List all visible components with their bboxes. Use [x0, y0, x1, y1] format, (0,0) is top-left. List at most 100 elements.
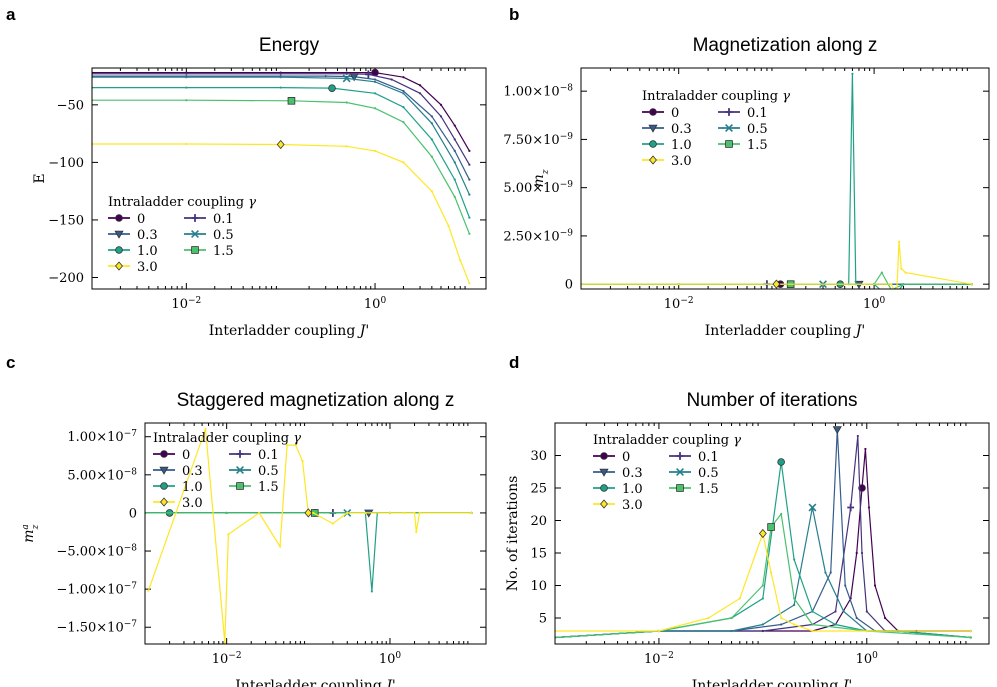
data-point — [900, 267, 903, 270]
legend-title: Intraladder coupling γ — [108, 195, 256, 210]
legend-label: 0 — [137, 212, 145, 227]
series-group — [581, 72, 973, 301]
y-tick-label: 5.00×10−8 — [67, 467, 137, 483]
data-point — [890, 299, 892, 301]
legend-item-gamma-1.5: 1.5 — [184, 244, 234, 259]
data-point — [312, 511, 315, 515]
legend-item-gamma-1.5: 1.5 — [718, 138, 768, 153]
data-point — [780, 616, 783, 620]
legend-label: 0.5 — [213, 228, 234, 243]
legend-item-gamma-1.0: 1.0 — [108, 244, 158, 259]
data-point — [402, 92, 405, 95]
legend-label: 0.3 — [137, 228, 158, 243]
legend-label: 0.3 — [622, 466, 643, 481]
data-point — [969, 629, 972, 633]
data-point — [780, 512, 783, 516]
legend-label: 0.3 — [671, 122, 692, 137]
series-marker-gamma-1.5 — [287, 97, 296, 105]
x-axis-label: Interladder coupling J' — [692, 678, 852, 687]
data-point — [373, 92, 377, 95]
data-point — [890, 283, 893, 286]
legend-label: 1.5 — [747, 138, 768, 153]
data-point — [453, 178, 456, 181]
legend-label: 3.0 — [671, 154, 692, 169]
y-axis-label: mza — [21, 524, 41, 542]
data-point — [402, 89, 405, 93]
series-marker-gamma-0.1 — [847, 503, 855, 512]
series-marker-gamma-0.5 — [808, 503, 817, 512]
legend-item-gamma-1.0: 1.0 — [593, 482, 643, 497]
data-point — [834, 610, 837, 613]
data-point — [402, 106, 405, 109]
legend-label: 0 — [622, 450, 630, 465]
legend-item-gamma-0.3: 0.3 — [108, 228, 158, 243]
data-point — [258, 511, 261, 515]
legend-label: 0.5 — [747, 122, 768, 137]
legend-label: 0.5 — [258, 464, 279, 479]
legend-marker — [160, 497, 168, 507]
data-point — [453, 138, 456, 141]
legend-item-gamma-1.5: 1.5 — [669, 482, 719, 497]
data-point — [829, 571, 832, 574]
series-marker-gamma-0.5 — [342, 74, 351, 83]
series-line-gamma-3.0 — [147, 428, 472, 643]
data-point — [373, 78, 377, 81]
legend-marker — [115, 261, 123, 271]
data-point — [453, 149, 456, 152]
series-marker-gamma-3.0 — [304, 508, 313, 518]
y-tick-label: 30 — [530, 449, 547, 464]
data-point — [453, 124, 456, 127]
data-point — [707, 616, 710, 620]
legend-item-gamma-1.5: 1.5 — [229, 480, 279, 495]
data-point — [402, 161, 405, 164]
data-point — [373, 107, 377, 110]
data-point — [780, 623, 783, 626]
data-point — [470, 511, 473, 515]
legend-item-gamma-0.5: 0.5 — [669, 466, 719, 481]
panel-letter: d — [509, 353, 519, 372]
series-marker-gamma-1.0 — [328, 84, 336, 92]
data-point — [969, 636, 972, 639]
data-point — [390, 78, 393, 81]
data-point — [185, 72, 188, 75]
data-point — [834, 623, 837, 626]
legend: Intraladder coupling γ 0 0.1 0.3 0.5 1.0 1.5 3.… — [153, 431, 301, 511]
y-tick-label: −1.00×10−7 — [56, 582, 137, 598]
series-line-gamma-1.5 — [555, 512, 971, 639]
y-tick-label: −150 — [48, 213, 84, 228]
legend-label: 1.5 — [698, 482, 719, 497]
legend-title: Intraladder coupling γ — [153, 431, 301, 446]
legend-marker — [115, 246, 123, 254]
data-point — [851, 72, 854, 75]
legend-label: 0 — [671, 106, 679, 121]
legend-label: 1.5 — [258, 480, 279, 495]
legend: Intraladder coupling γ 0 0.1 0.3 0.5 1.0 1.5 3.… — [108, 195, 256, 275]
data-point — [147, 589, 150, 592]
data-point — [896, 295, 898, 297]
y-tick-label: 0 — [129, 506, 137, 521]
data-point — [883, 616, 887, 620]
data-point — [345, 145, 348, 148]
data-point — [331, 522, 334, 525]
data-point — [873, 584, 877, 587]
legend-label: 0.1 — [747, 106, 768, 121]
series-marker-gamma-3.0 — [758, 528, 767, 539]
data-point — [453, 161, 456, 164]
data-point — [227, 533, 230, 536]
panel-c: c Staggered magnetization along z 10−2 100 1… — [6, 353, 487, 687]
legend-label: 1.5 — [213, 244, 234, 259]
data-point — [185, 99, 188, 102]
y-tick-label: 0 — [565, 278, 573, 293]
plot-frame — [144, 422, 487, 645]
plot-frame — [554, 422, 990, 645]
series-group — [555, 426, 972, 639]
data-point — [761, 584, 764, 587]
panel-d: d Number of iterations 10−2 100 5 10 15 20 25 30 I… — [505, 353, 990, 687]
legend-marker — [236, 466, 244, 474]
legend-marker — [115, 214, 123, 222]
data-point — [430, 190, 433, 193]
data-point — [864, 447, 867, 451]
data-point — [278, 545, 282, 548]
legend-marker — [725, 140, 733, 148]
data-point — [294, 444, 297, 447]
